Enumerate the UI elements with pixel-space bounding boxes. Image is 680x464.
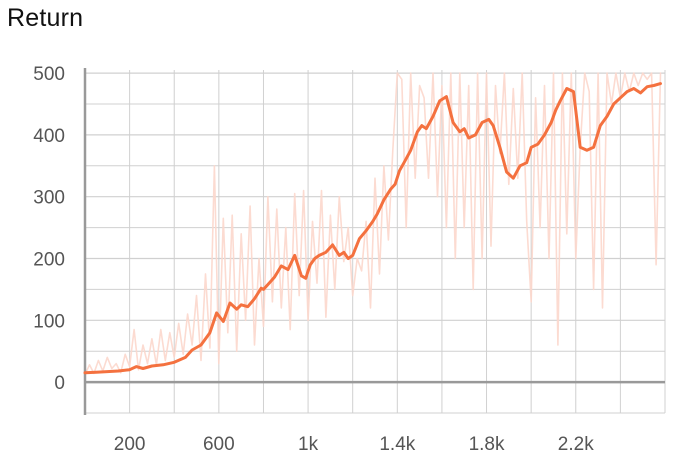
x-tick-label: 1.4k: [379, 434, 415, 455]
chart-series: [83, 82, 662, 375]
chart-title: Return: [7, 4, 84, 32]
y-tick-label: 200: [33, 249, 65, 270]
x-tick-label: 1k: [298, 434, 319, 455]
y-tick-label: 100: [33, 311, 65, 332]
chart-axes: [83, 68, 665, 415]
x-tick-label: 2.2k: [558, 434, 594, 455]
y-tick-label: 300: [33, 188, 65, 209]
x-tick-label: 1.8k: [469, 434, 505, 455]
smoothed-series-line: [83, 82, 662, 375]
x-tick-label: 200: [114, 434, 146, 455]
y-tick-label: 0: [54, 373, 65, 394]
y-tick-label: 500: [33, 64, 65, 85]
x-tick-label: 600: [203, 434, 235, 455]
y-tick-label: 400: [33, 126, 65, 147]
raw-series-line: [84, 72, 662, 376]
chart-tick-labels: 0 100 200 300 400 500 200 600 1k 1.4k 1.8k 2.2k: [33, 64, 594, 455]
